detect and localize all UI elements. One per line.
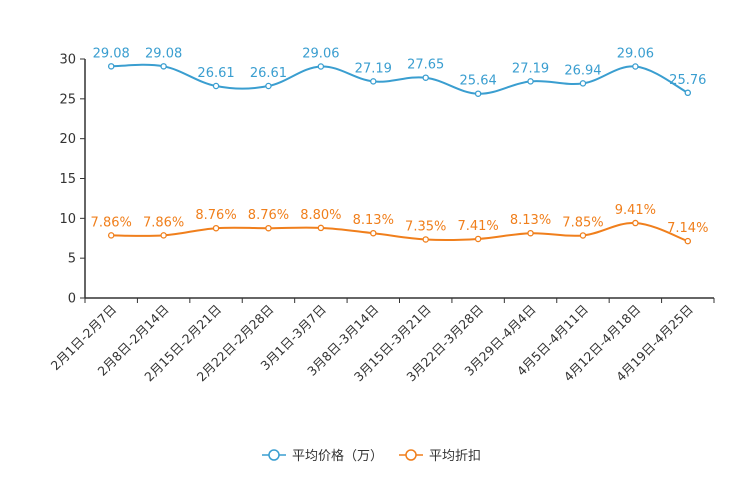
data-point xyxy=(579,80,587,87)
data-label: 7.14% xyxy=(667,221,708,236)
data-point xyxy=(317,63,325,70)
data-label: 7.85% xyxy=(562,215,603,230)
data-point xyxy=(474,235,482,243)
data-point xyxy=(370,78,377,85)
data-point xyxy=(684,237,692,245)
data-label: 26.61 xyxy=(250,66,287,81)
data-point xyxy=(107,232,115,239)
data-label: 29.08 xyxy=(145,46,182,61)
data-label: 29.08 xyxy=(93,46,130,61)
data-point xyxy=(160,232,167,239)
series-layer: 29.08 29.08 26.61 26.61 29.06 27.19 27.65 25.64… xyxy=(91,46,708,245)
data-label: 26.61 xyxy=(197,66,234,81)
data-label: 27.65 xyxy=(407,58,444,73)
data-point xyxy=(107,63,115,70)
series-avg-discount: 7.86% 7.86% 8.76% 8.76% 8.80% 8.13% 7.35% 7.41%… xyxy=(91,203,708,245)
data-point xyxy=(265,224,272,232)
data-point xyxy=(212,82,220,90)
data-point xyxy=(527,229,534,237)
data-label: 27.19 xyxy=(512,61,549,76)
y-tick-label: 30 xyxy=(59,53,76,68)
data-label: 8.13% xyxy=(510,213,551,228)
y-tick-label: 15 xyxy=(59,172,76,187)
legend-marker xyxy=(268,449,280,461)
data-point xyxy=(422,74,429,81)
data-point xyxy=(684,89,692,97)
data-point xyxy=(474,90,482,97)
legend-label: 平均价格（万） xyxy=(292,448,383,464)
series-line xyxy=(111,63,689,95)
y-tick-label: 5 xyxy=(68,252,76,267)
data-label: 8.76% xyxy=(248,208,289,223)
data-point xyxy=(632,219,639,227)
data-label: 7.86% xyxy=(143,215,184,230)
data-label: 29.06 xyxy=(617,46,654,61)
data-point xyxy=(160,63,167,70)
data-label: 29.06 xyxy=(302,46,339,61)
data-label: 8.13% xyxy=(353,213,394,228)
data-label: 8.76% xyxy=(195,208,236,223)
data-point xyxy=(422,236,429,243)
data-label: 7.41% xyxy=(457,219,498,234)
data-label: 7.86% xyxy=(91,215,132,230)
series-line xyxy=(111,222,689,243)
legend-item-avg-price[interactable]: 平均价格（万） xyxy=(262,448,383,464)
data-label: 7.35% xyxy=(405,219,446,234)
legend-marker xyxy=(405,449,417,461)
y-tick-label: 20 xyxy=(59,132,76,147)
data-point xyxy=(632,63,639,70)
legend[interactable]: 平均价格（万） 平均折扣 xyxy=(262,448,481,464)
data-point xyxy=(317,224,325,232)
data-label: 9.41% xyxy=(615,203,656,218)
data-point xyxy=(527,78,534,85)
data-label: 8.80% xyxy=(300,208,341,223)
y-tick-label: 10 xyxy=(59,212,76,227)
data-label: 27.19 xyxy=(355,61,392,76)
data-point xyxy=(370,229,377,237)
data-label: 25.64 xyxy=(460,74,497,89)
data-point xyxy=(579,232,587,239)
data-label: 25.76 xyxy=(669,73,706,88)
legend-label: 平均折扣 xyxy=(429,449,481,464)
data-label: 26.94 xyxy=(564,63,601,78)
data-point xyxy=(212,224,220,232)
y-tick-label: 0 xyxy=(68,292,76,307)
series-avg-price: 29.08 29.08 26.61 26.61 29.06 27.19 27.65 25.64… xyxy=(93,46,706,97)
legend-item-avg-discount[interactable]: 平均折扣 xyxy=(399,449,481,464)
data-point xyxy=(265,82,272,90)
y-tick-label: 25 xyxy=(59,92,76,107)
